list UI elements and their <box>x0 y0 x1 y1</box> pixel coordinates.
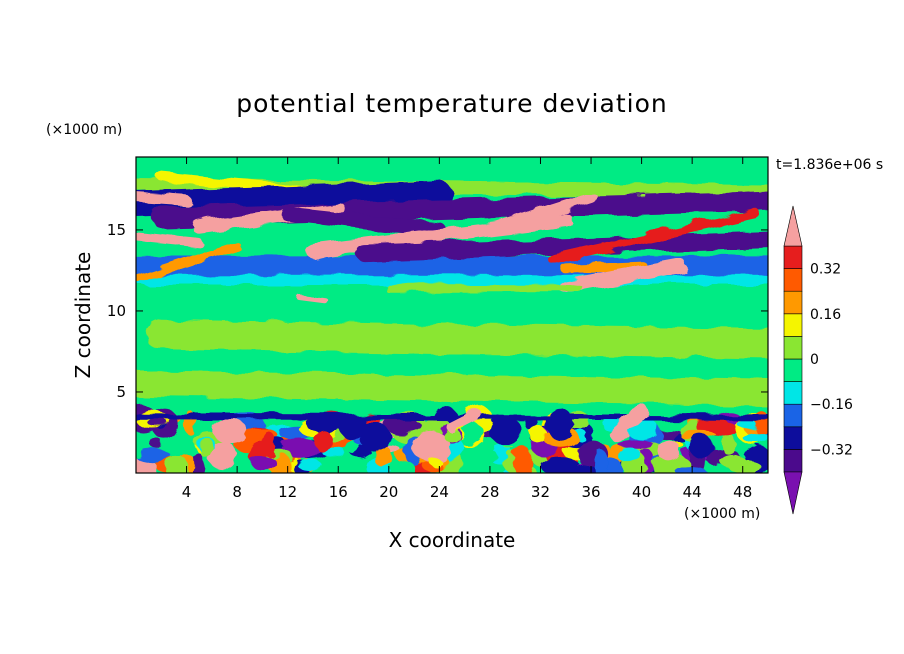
colorbar-segment <box>783 403 803 428</box>
x-axis-title: X coordinate <box>389 528 516 552</box>
x-tick-label: 36 <box>581 483 600 501</box>
blob-pink-mid <box>297 294 329 305</box>
turbulence-cell <box>573 464 600 473</box>
turbulence-cell <box>147 417 168 428</box>
x-axis: 4 8 12 16 20 24 28 32 36 40 44 48 <box>182 157 752 501</box>
colorbar-min-arrow <box>783 471 803 515</box>
turbulence-cell <box>261 431 276 457</box>
turbulence-cell <box>428 457 441 466</box>
turbulence-cell <box>321 446 346 457</box>
turbulence-cell <box>297 460 323 470</box>
colorbar-segment <box>783 290 803 315</box>
x-tick-label: 24 <box>430 483 449 501</box>
turbulence-cell <box>136 448 171 463</box>
turbulence-cell <box>443 428 461 443</box>
streak-red-right <box>548 208 761 265</box>
colorbar-segment <box>783 358 803 382</box>
colorbar-tick-label: 0 <box>810 352 819 368</box>
blob-pink-bl-b <box>609 404 649 442</box>
turbulence-cell <box>165 455 190 473</box>
band-blue <box>136 255 768 276</box>
turbulence-cell <box>618 447 642 464</box>
turbulence-cell <box>743 432 768 444</box>
turbulence-cell <box>716 423 738 436</box>
turbulence-cell <box>720 433 736 454</box>
chart-title: potential temperature deviation <box>236 89 667 118</box>
y-tick-label: 15 <box>107 221 126 239</box>
x-tick-label: 16 <box>329 483 348 501</box>
turbulence-cell <box>593 449 609 473</box>
turbulence-cell <box>374 445 393 469</box>
x-tick-label: 28 <box>480 483 499 501</box>
colorbar-segment <box>783 268 803 292</box>
turbulence-cell <box>314 429 331 452</box>
turbulence-cell <box>271 452 292 473</box>
colorbar-segment <box>783 313 803 337</box>
turbulence-cell <box>545 407 574 440</box>
y-unit-label: (×1000 m) <box>46 122 122 138</box>
colorbar-segment <box>783 449 803 473</box>
colorbar: 0.32 0.16 0 −0.16 −0.32 <box>783 205 853 515</box>
streak-orange-left <box>136 242 242 283</box>
colorbar-segment <box>783 381 803 405</box>
streak-purple-c <box>355 231 768 261</box>
colorbar-tick-label: −0.16 <box>810 397 853 413</box>
band-lightgreen-low <box>136 370 768 405</box>
colorbar-max-arrow <box>783 205 803 247</box>
turbulence-cell <box>489 415 521 445</box>
turbulence-cell <box>136 436 144 458</box>
colorbar-tick-label: −0.32 <box>810 442 853 458</box>
turbulence-cell <box>251 455 277 472</box>
turbulence-cell <box>512 446 533 473</box>
y-tick-label: 10 <box>107 302 126 320</box>
x-tick-label: 20 <box>379 483 398 501</box>
turbulence-cell <box>737 419 757 430</box>
turbulence-cell <box>720 454 746 468</box>
turbulence-cell <box>528 425 547 443</box>
colorbar-segment <box>783 426 803 450</box>
boundary-layer-top <box>136 413 768 421</box>
x-tick-label: 4 <box>182 483 192 501</box>
turbulence-cell <box>338 413 367 440</box>
turbulence-cell <box>689 435 714 459</box>
band-lightgreen-mid <box>146 320 768 359</box>
colorbar-tick-label: 0.32 <box>810 262 841 278</box>
x-unit-label: (×1000 m) <box>684 506 760 522</box>
turbulence-cell <box>540 457 581 473</box>
time-label: t=1.836e+06 s <box>776 157 883 173</box>
blob-pink-bl-a <box>447 409 483 433</box>
streak-pink-d <box>558 258 687 294</box>
turbulence-cell <box>657 440 681 462</box>
y-axis-title: Z coordinate <box>71 252 95 379</box>
turbulence-cell <box>617 439 653 448</box>
turbulence-cell <box>207 440 237 470</box>
x-tick-label: 48 <box>733 483 752 501</box>
colorbar-segment <box>783 336 803 360</box>
turbulence-cell <box>462 445 497 466</box>
y-axis: 5 10 15 <box>107 221 768 401</box>
x-tick-label: 44 <box>683 483 702 501</box>
streak-purple-b <box>280 206 447 237</box>
plot-frame <box>135 156 769 474</box>
turbulence-cell <box>411 431 451 462</box>
turbulence-cell <box>360 422 391 452</box>
colorbar-segment <box>783 245 803 269</box>
turbulence-cell <box>390 459 415 473</box>
turbulence-cell <box>384 419 423 434</box>
x-tick-label: 40 <box>632 483 651 501</box>
streak-pink-left <box>136 232 204 247</box>
colorbar-tick-label: 0.16 <box>810 307 841 323</box>
streak-orange-right <box>560 260 647 274</box>
contour-field <box>136 157 768 473</box>
turbulence-cell <box>199 436 213 459</box>
x-tick-label: 8 <box>232 483 242 501</box>
turbulence-cell <box>150 438 163 449</box>
turbulence-cell <box>211 418 248 443</box>
x-tick-label: 32 <box>531 483 550 501</box>
y-tick-label: 5 <box>116 383 126 401</box>
streak-pink-c <box>483 191 598 236</box>
streak-pink-corner <box>136 192 192 206</box>
x-tick-label: 12 <box>278 483 297 501</box>
